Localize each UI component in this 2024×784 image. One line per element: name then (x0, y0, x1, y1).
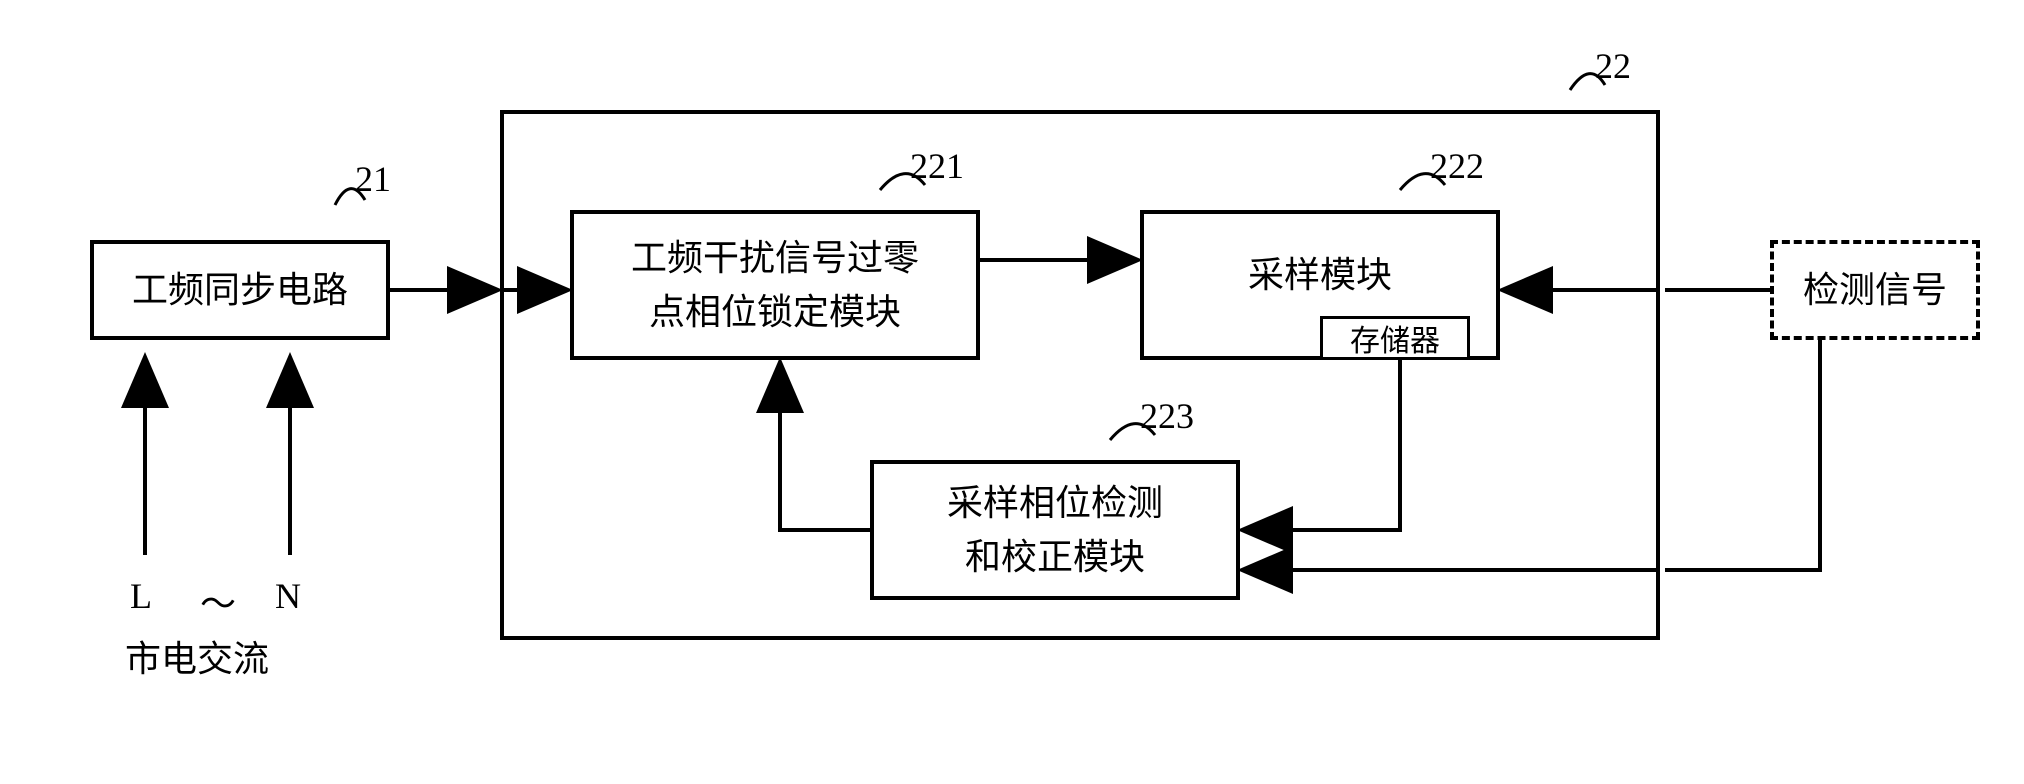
input-L: L (130, 575, 152, 617)
phase-correct-block: 采样相位检测 和校正模块 (870, 460, 1240, 600)
zero-cross-block: 工频干扰信号过零 点相位锁定模块 (570, 210, 980, 360)
sync-circuit-block: 工频同步电路 (90, 240, 390, 340)
ref-21: 21 (355, 158, 391, 200)
phase-correct-text1: 采样相位检测 (947, 476, 1163, 530)
input-N: N (275, 575, 301, 617)
sync-circuit-text: 工频同步电路 (132, 263, 348, 317)
detection-signal-block: 检测信号 (1770, 240, 1980, 340)
ref-221: 221 (910, 145, 964, 187)
detection-signal-text: 检测信号 (1803, 263, 1947, 317)
storage-block: 存储器 (1320, 316, 1470, 360)
storage-text: 存储器 (1350, 316, 1440, 360)
zero-cross-text2: 点相位锁定模块 (649, 285, 901, 339)
input-tilde: ～ (200, 575, 236, 627)
sampling-text: 采样模块 (1248, 248, 1392, 302)
block-diagram: 工频同步电路 21 22 工频干扰信号过零 点相位锁定模块 221 采样模块 2… (0, 0, 2024, 784)
ref-223: 223 (1140, 395, 1194, 437)
ref-22: 22 (1595, 45, 1631, 87)
zero-cross-text1: 工频干扰信号过零 (631, 231, 919, 285)
phase-correct-text2: 和校正模块 (965, 530, 1145, 584)
ref-222: 222 (1430, 145, 1484, 187)
input-mains-ac: 市电交流 (125, 630, 269, 682)
